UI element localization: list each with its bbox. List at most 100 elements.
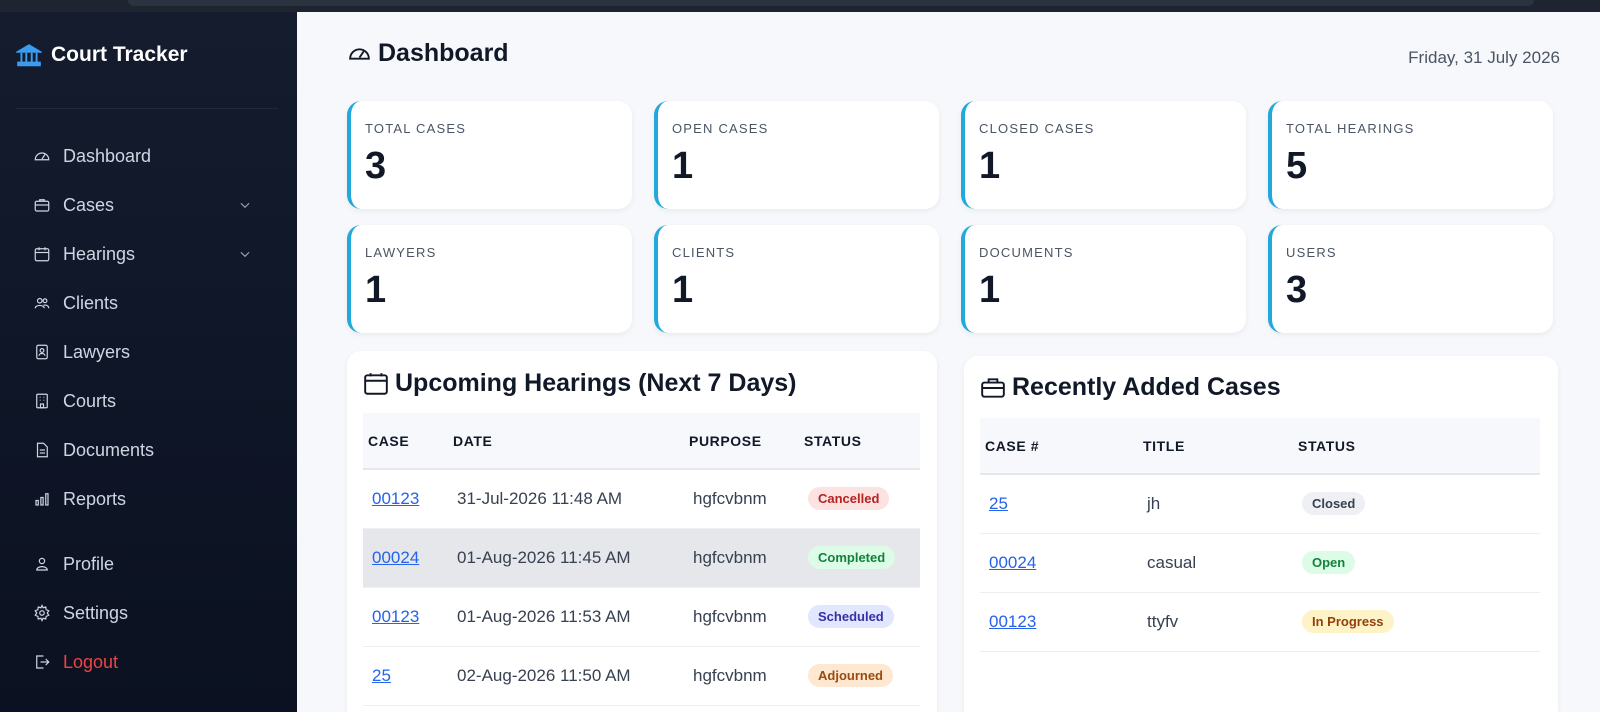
table-row: 00123 01-Aug-2026 11:53 AM hgfcvbnm Sche… xyxy=(363,587,920,647)
status-badge: Cancelled xyxy=(808,487,890,511)
bar-chart-icon xyxy=(33,490,51,508)
status-badge: In Progress xyxy=(1302,610,1394,633)
table-row: 25 jh Closed xyxy=(980,474,1540,534)
sidebar-item-lawyers[interactable]: Lawyers xyxy=(16,332,278,372)
case-link[interactable]: 00123 xyxy=(989,611,1037,631)
stat-card-documents[interactable]: DOCUMENTS 1 xyxy=(961,225,1246,333)
stat-card-closed-cases[interactable]: CLOSED CASES 1 xyxy=(961,101,1246,209)
hearing-date: 02-Aug-2026 11:50 AM xyxy=(448,646,684,706)
sidebar-item-label: Documents xyxy=(63,439,155,460)
chevron-down-icon[interactable] xyxy=(238,198,252,212)
stat-card-total-cases[interactable]: TOTAL CASES 3 xyxy=(347,101,632,209)
gauge-icon xyxy=(33,147,51,165)
stat-value: 1 xyxy=(979,269,1001,311)
chevron-down-icon[interactable] xyxy=(238,247,252,261)
building-icon xyxy=(33,392,51,410)
sidebar-item-label: Clients xyxy=(63,292,119,313)
stat-label: CLOSED CASES xyxy=(979,121,1095,136)
status-badge: Closed xyxy=(1302,492,1366,516)
hearings-table: CASE DATE PURPOSE STATUS 00123 31-Jul-20… xyxy=(363,413,920,706)
sidebar-item-courts[interactable]: Courts xyxy=(16,381,278,421)
column-header-case-number[interactable]: CASE # xyxy=(980,418,1138,475)
status-badge: Scheduled xyxy=(808,605,894,628)
briefcase-icon xyxy=(981,377,1005,398)
stat-card-open-cases[interactable]: OPEN CASES 1 xyxy=(654,101,939,209)
panel-title-text: Upcoming Hearings (Next 7 Days) xyxy=(395,369,797,397)
panel-title-text: Recently Added Cases xyxy=(1012,373,1281,401)
sidebar: Court Tracker Dashboard Cases Hearings C… xyxy=(0,12,297,712)
stat-label: TOTAL CASES xyxy=(365,121,467,136)
case-link[interactable]: 25 xyxy=(989,493,1008,513)
sidebar-item-label: Dashboard xyxy=(63,145,152,166)
column-header-status[interactable]: STATUS xyxy=(799,413,920,470)
gauge-icon xyxy=(349,48,370,60)
stat-value: 5 xyxy=(1286,145,1308,187)
case-link[interactable]: 00024 xyxy=(372,547,420,567)
sidebar-item-label: Courts xyxy=(63,390,117,411)
stat-card-users[interactable]: USERS 3 xyxy=(1268,225,1553,333)
stat-card-total-hearings[interactable]: TOTAL HEARINGS 5 xyxy=(1268,101,1553,209)
current-date: Friday, 31 July 2026 xyxy=(1408,48,1560,67)
stat-card-clients[interactable]: CLIENTS 1 xyxy=(654,225,939,333)
sidebar-item-label: Reports xyxy=(63,488,127,509)
sidebar-item-clients[interactable]: Clients xyxy=(16,283,278,323)
page-title: Dashboard xyxy=(347,39,509,68)
column-header-title[interactable]: TITLE xyxy=(1138,418,1293,475)
table-row: 00024 01-Aug-2026 11:45 AM hgfcvbnm Comp… xyxy=(363,528,920,588)
table-row: 00024 casual Open xyxy=(980,533,1540,593)
people-icon xyxy=(33,294,51,312)
column-header-purpose[interactable]: PURPOSE xyxy=(684,413,799,470)
stat-label: CLIENTS xyxy=(672,245,736,260)
table-header-row: CASE # TITLE STATUS xyxy=(980,418,1540,475)
browser-url-bar[interactable] xyxy=(128,0,1534,6)
panel-title: Upcoming Hearings (Next 7 Days) xyxy=(363,369,797,398)
hearing-date: 31-Jul-2026 11:48 AM xyxy=(448,469,684,529)
hearing-date: 01-Aug-2026 11:53 AM xyxy=(448,587,684,647)
id-badge-icon xyxy=(33,343,51,361)
courthouse-icon xyxy=(16,44,42,67)
sidebar-item-logout[interactable]: Logout xyxy=(16,642,278,682)
stat-value: 3 xyxy=(365,145,387,187)
column-header-date[interactable]: DATE xyxy=(448,413,684,470)
page-title-text: Dashboard xyxy=(378,39,509,67)
stat-label: LAWYERS xyxy=(365,245,437,260)
brand-title: Court Tracker xyxy=(51,43,188,66)
sidebar-item-hearings[interactable]: Hearings xyxy=(16,234,278,274)
stat-value: 1 xyxy=(672,269,694,311)
table-row: 00123 31-Jul-2026 11:48 AM hgfcvbnm Canc… xyxy=(363,469,920,529)
stat-label: TOTAL HEARINGS xyxy=(1286,121,1415,136)
recent-cases-table: CASE # TITLE STATUS 25 jh Closed 00024 c… xyxy=(980,418,1540,652)
table-row: 25 02-Aug-2026 11:50 AM hgfcvbnm Adjourn… xyxy=(363,646,920,706)
case-link[interactable]: 25 xyxy=(372,665,391,685)
case-link[interactable]: 00123 xyxy=(372,606,420,626)
sidebar-item-label: Hearings xyxy=(63,243,136,264)
stat-label: OPEN CASES xyxy=(672,121,769,136)
brand[interactable]: Court Tracker xyxy=(16,42,188,68)
case-link[interactable]: 00024 xyxy=(989,552,1037,572)
status-badge: Adjourned xyxy=(808,664,893,687)
browser-top-strip xyxy=(0,0,1600,12)
sidebar-item-settings[interactable]: Settings xyxy=(16,593,278,633)
stat-value: 1 xyxy=(365,269,387,311)
status-badge: Completed xyxy=(808,546,896,569)
sidebar-item-documents[interactable]: Documents xyxy=(16,430,278,470)
sidebar-item-reports[interactable]: Reports xyxy=(16,479,278,519)
case-link[interactable]: 00123 xyxy=(372,488,420,508)
column-header-status[interactable]: STATUS xyxy=(1293,418,1540,475)
sidebar-item-label: Settings xyxy=(63,602,129,623)
stat-label: USERS xyxy=(1286,245,1337,260)
sidebar-item-dashboard[interactable]: Dashboard xyxy=(16,136,278,176)
hearing-date: 01-Aug-2026 11:45 AM xyxy=(448,528,684,588)
stat-value: 3 xyxy=(1286,269,1308,311)
hearing-purpose: hgfcvbnm xyxy=(684,528,799,588)
panel-title: Recently Added Cases xyxy=(980,373,1281,402)
status-badge: Open xyxy=(1302,551,1356,574)
gear-icon xyxy=(33,604,51,622)
stat-card-lawyers[interactable]: LAWYERS 1 xyxy=(347,225,632,333)
upcoming-hearings-panel: Upcoming Hearings (Next 7 Days) CASE DAT… xyxy=(347,351,937,712)
hearing-purpose: hgfcvbnm xyxy=(684,587,799,647)
sidebar-item-label: Lawyers xyxy=(63,341,131,362)
sidebar-item-cases[interactable]: Cases xyxy=(16,185,278,225)
sidebar-item-profile[interactable]: Profile xyxy=(16,544,278,584)
column-header-case[interactable]: CASE xyxy=(363,413,448,470)
